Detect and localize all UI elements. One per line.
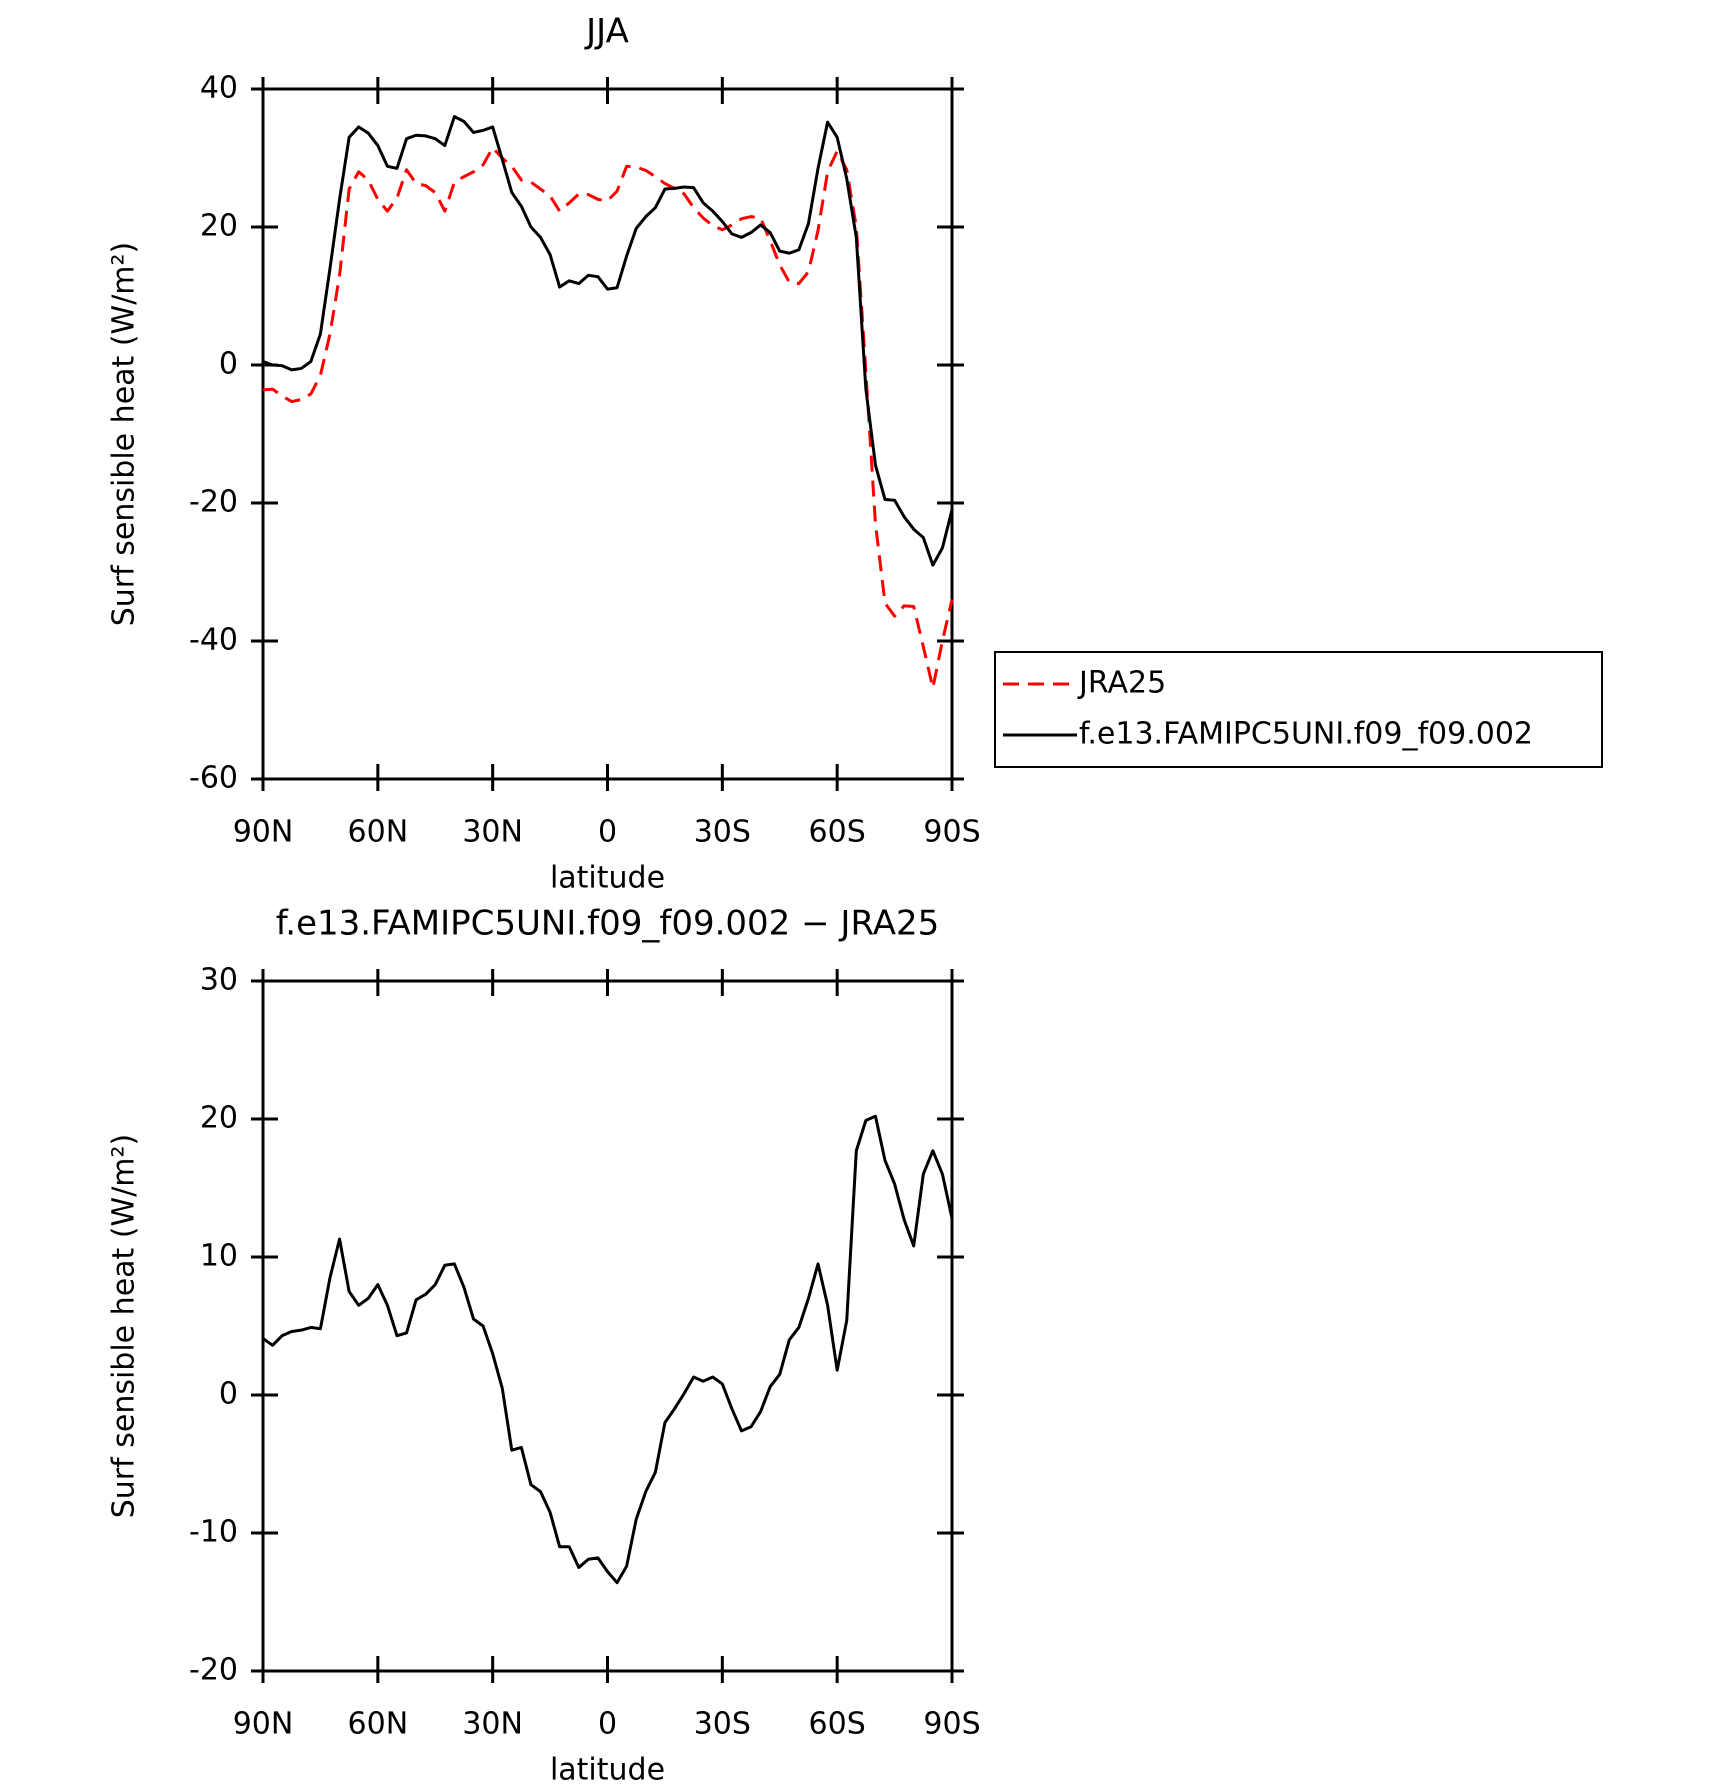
plot-frame [261, 979, 954, 1673]
x-tick-label: 90N [233, 1707, 294, 1742]
y-tick-label: 40 [200, 71, 238, 106]
x-tick-label: 0 [598, 1707, 617, 1742]
x-tick-label: 60N [348, 815, 409, 850]
x-tick-label: 60N [348, 1707, 409, 1742]
plot-frame [261, 87, 954, 781]
y-tick-label: 0 [219, 1377, 238, 1412]
x-tick-label: 30N [462, 815, 523, 850]
y-axis-label: Surf sensible heat (W/m²) [107, 1134, 142, 1519]
y-axis-label: Surf sensible heat (W/m²) [107, 242, 142, 627]
y-tick-label: -40 [189, 623, 238, 658]
y-tick-label: -10 [189, 1515, 238, 1550]
y-tick-label: -20 [189, 1653, 238, 1688]
x-tick-label: 0 [598, 815, 617, 850]
y-tick-label: 0 [219, 347, 238, 382]
legend-label: f.e13.FAMIPC5UNI.f09_f09.002 [1079, 717, 1533, 752]
y-tick-label: 20 [200, 209, 238, 244]
series-line [262, 146, 954, 690]
y-tick-label: -60 [189, 761, 238, 796]
x-tick-label: 60S [809, 1707, 866, 1742]
x-tick-label: 90S [923, 1707, 980, 1742]
y-tick-label: 20 [200, 1101, 238, 1136]
chart-title: JJA [584, 12, 629, 52]
x-tick-label: 30N [462, 1707, 523, 1742]
legend-label: JRA25 [1077, 666, 1166, 701]
x-tick-label: 30S [694, 1707, 751, 1742]
legend-box [994, 651, 1603, 768]
y-tick-label: -20 [189, 485, 238, 520]
x-axis-label: latitude [550, 861, 665, 896]
x-tick-label: 90N [233, 815, 294, 850]
series-line [262, 115, 954, 567]
chart-title: f.e13.FAMIPC5UNI.f09_f09.002 − JRA25 [276, 904, 939, 944]
x-axis-label: latitude [550, 1753, 665, 1788]
y-tick-label: 30 [200, 963, 238, 998]
x-tick-label: 60S [809, 815, 866, 850]
y-tick-label: 10 [200, 1239, 238, 1274]
x-tick-label: 30S [694, 815, 751, 850]
series-line [262, 1114, 954, 1585]
x-tick-label: 90S [923, 815, 980, 850]
